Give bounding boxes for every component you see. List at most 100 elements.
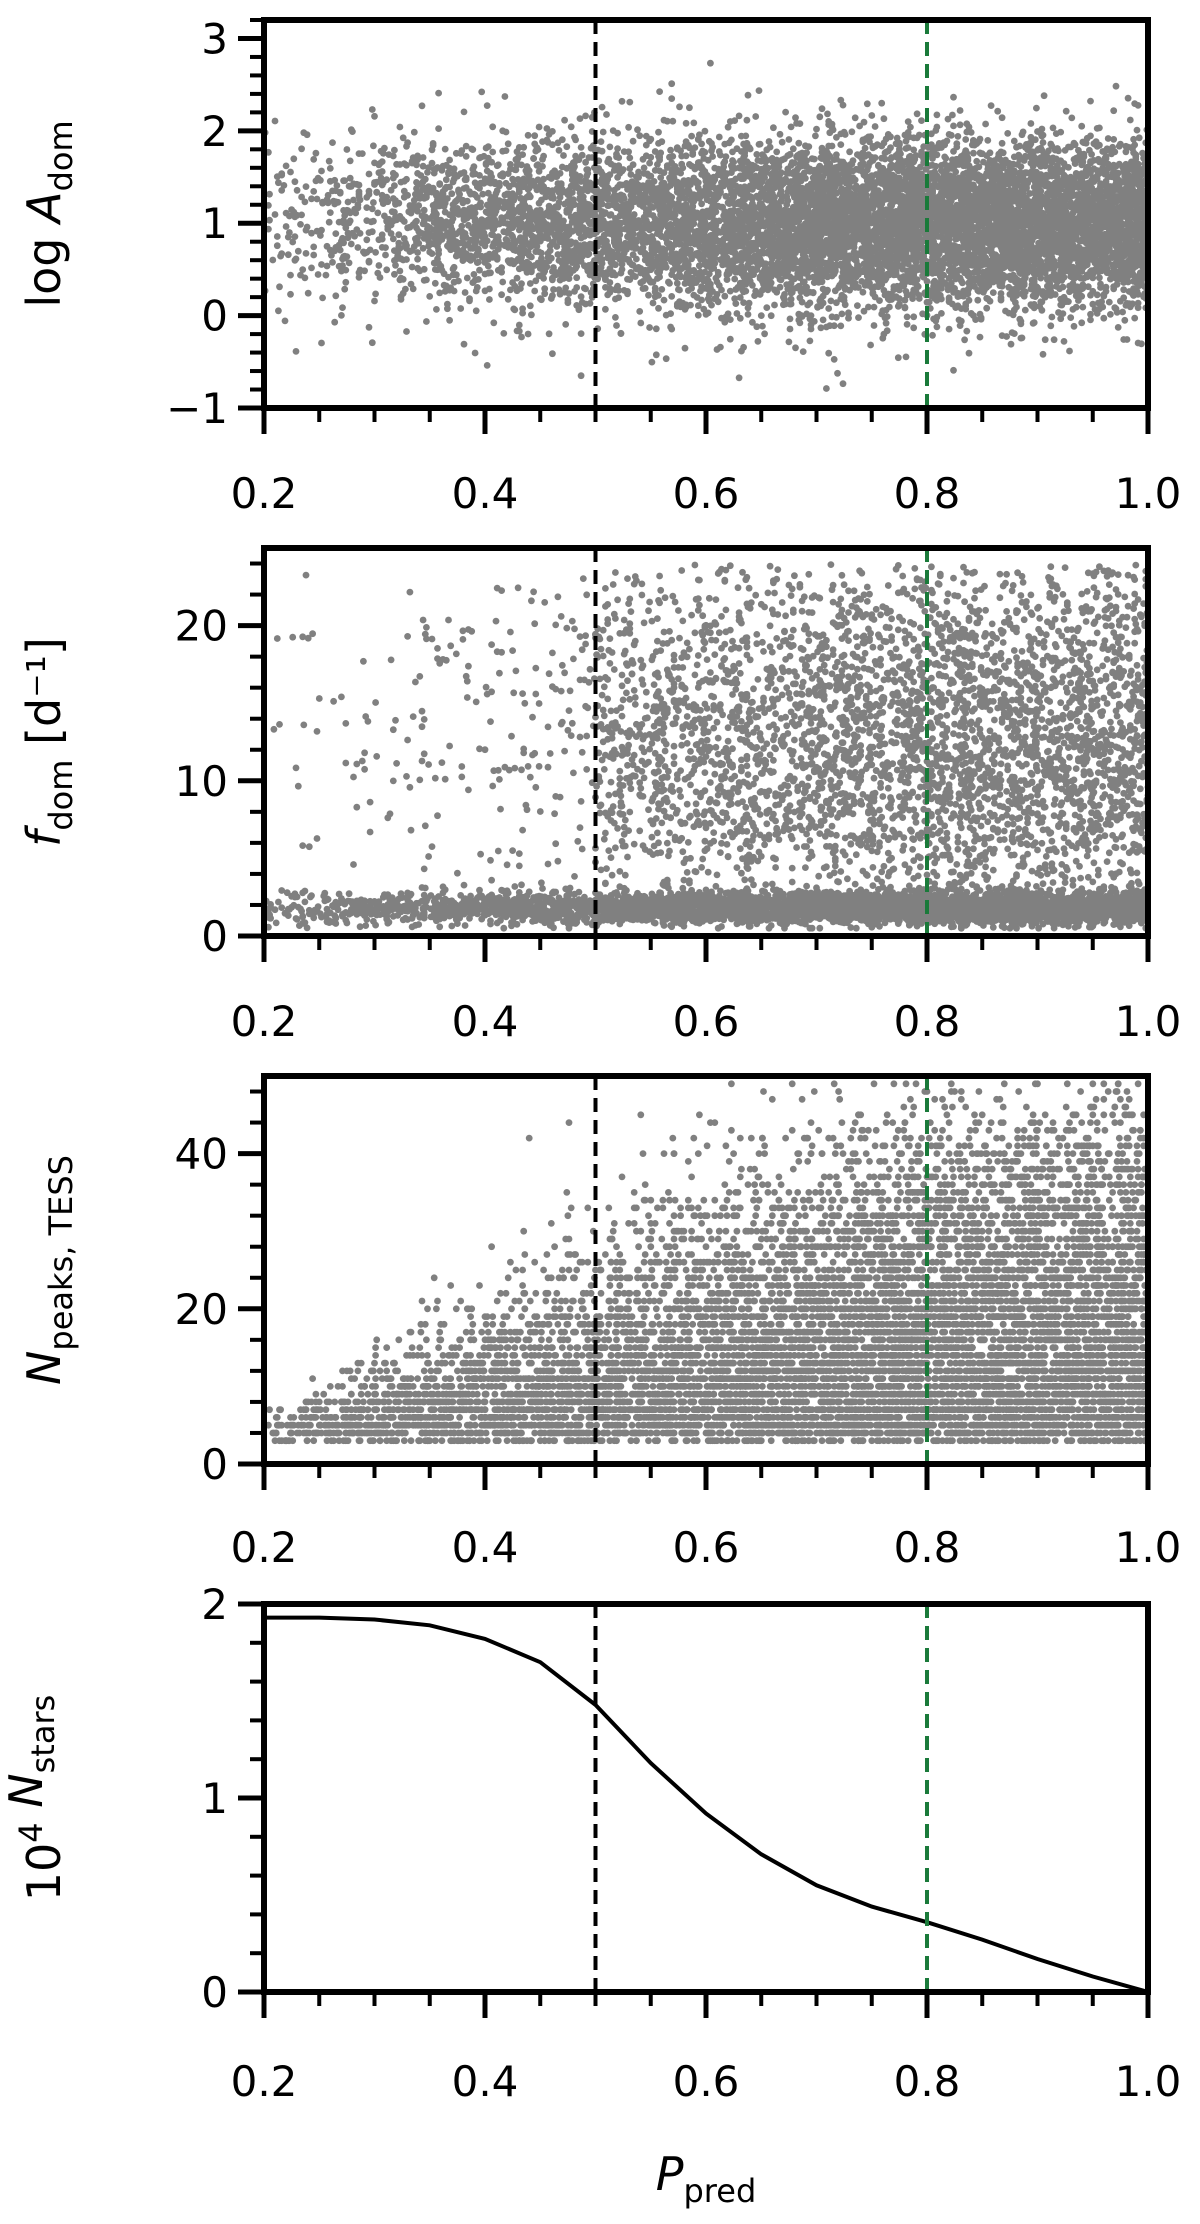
data-point bbox=[646, 159, 653, 167]
data-point bbox=[1005, 283, 1013, 291]
data-point bbox=[626, 154, 634, 162]
data-point bbox=[721, 292, 729, 300]
data-point bbox=[800, 278, 808, 286]
data-point bbox=[1047, 322, 1055, 330]
data-point bbox=[708, 147, 715, 155]
data-point bbox=[673, 279, 681, 287]
data-point bbox=[902, 353, 910, 361]
data-point bbox=[368, 106, 376, 113]
data-point bbox=[1078, 319, 1086, 327]
data-point bbox=[511, 282, 519, 290]
data-point bbox=[792, 114, 799, 122]
data-point bbox=[303, 131, 311, 139]
data-point bbox=[345, 259, 353, 267]
data-point bbox=[399, 134, 407, 142]
data-point bbox=[825, 349, 833, 357]
data-point bbox=[617, 269, 625, 277]
data-point bbox=[1036, 203, 1044, 211]
data-point bbox=[726, 287, 734, 295]
data-point bbox=[572, 136, 579, 144]
data-point bbox=[298, 145, 305, 153]
data-point bbox=[1087, 316, 1094, 324]
data-point bbox=[689, 151, 697, 158]
data-point bbox=[419, 244, 427, 252]
data-point bbox=[560, 152, 567, 159]
data-point bbox=[313, 195, 321, 203]
data-point bbox=[582, 158, 589, 166]
data-point bbox=[668, 293, 676, 300]
data-point bbox=[572, 152, 579, 160]
data-point bbox=[669, 117, 677, 125]
data-point bbox=[654, 161, 661, 168]
data-point bbox=[577, 144, 585, 151]
data-point bbox=[694, 311, 702, 319]
data-point bbox=[701, 148, 709, 156]
data-point bbox=[834, 369, 841, 377]
data-point bbox=[289, 238, 297, 246]
data-point bbox=[933, 111, 941, 119]
data-point bbox=[361, 267, 368, 275]
data-point bbox=[528, 311, 535, 319]
data-point bbox=[878, 99, 886, 107]
data-point bbox=[1071, 160, 1079, 168]
data-point bbox=[275, 307, 282, 315]
data-point bbox=[500, 228, 508, 236]
data-point bbox=[1093, 142, 1101, 150]
data-point bbox=[633, 255, 640, 263]
data-point bbox=[839, 380, 847, 388]
data-point bbox=[354, 244, 362, 251]
data-point bbox=[817, 324, 825, 332]
data-point bbox=[1018, 334, 1026, 342]
data-point bbox=[837, 141, 845, 149]
data-point bbox=[442, 176, 450, 184]
data-point bbox=[535, 167, 543, 175]
data-point bbox=[1110, 136, 1118, 143]
data-point bbox=[550, 286, 557, 293]
data-point bbox=[744, 311, 752, 318]
data-point bbox=[745, 299, 753, 307]
data-point bbox=[436, 289, 444, 297]
data-point bbox=[501, 191, 509, 199]
data-point bbox=[606, 143, 614, 151]
data-point bbox=[318, 261, 325, 268]
data-point bbox=[567, 123, 575, 131]
data-point bbox=[1104, 135, 1112, 142]
data-point bbox=[679, 179, 687, 187]
data-point bbox=[860, 307, 868, 315]
data-point bbox=[626, 98, 634, 106]
data-point bbox=[375, 262, 383, 269]
data-point bbox=[363, 204, 371, 212]
data-point bbox=[781, 155, 788, 163]
data-point bbox=[1052, 167, 1060, 174]
data-point bbox=[312, 149, 320, 157]
data-point bbox=[651, 148, 659, 155]
data-point bbox=[1130, 135, 1137, 143]
data-point bbox=[646, 324, 653, 331]
data-point bbox=[984, 295, 992, 303]
data-point bbox=[962, 136, 970, 143]
data-point bbox=[663, 117, 671, 125]
data-point bbox=[577, 330, 585, 337]
data-point bbox=[887, 144, 894, 152]
data-point bbox=[329, 139, 336, 147]
data-point bbox=[301, 198, 309, 206]
data-point bbox=[452, 149, 460, 157]
data-point bbox=[938, 310, 945, 317]
data-point bbox=[698, 200, 705, 208]
data-point bbox=[500, 330, 508, 337]
data-point bbox=[292, 348, 300, 355]
data-point bbox=[915, 131, 923, 139]
data-point bbox=[490, 319, 498, 327]
data-point bbox=[308, 195, 315, 203]
data-point bbox=[338, 312, 345, 319]
data-point bbox=[549, 350, 556, 358]
data-point bbox=[1087, 97, 1094, 105]
data-point bbox=[792, 344, 799, 352]
data-point bbox=[860, 118, 868, 126]
data-point bbox=[855, 314, 862, 321]
scatter-points bbox=[264, 59, 1148, 392]
data-point bbox=[1079, 303, 1087, 311]
data-point bbox=[355, 193, 363, 200]
data-point bbox=[863, 100, 871, 108]
